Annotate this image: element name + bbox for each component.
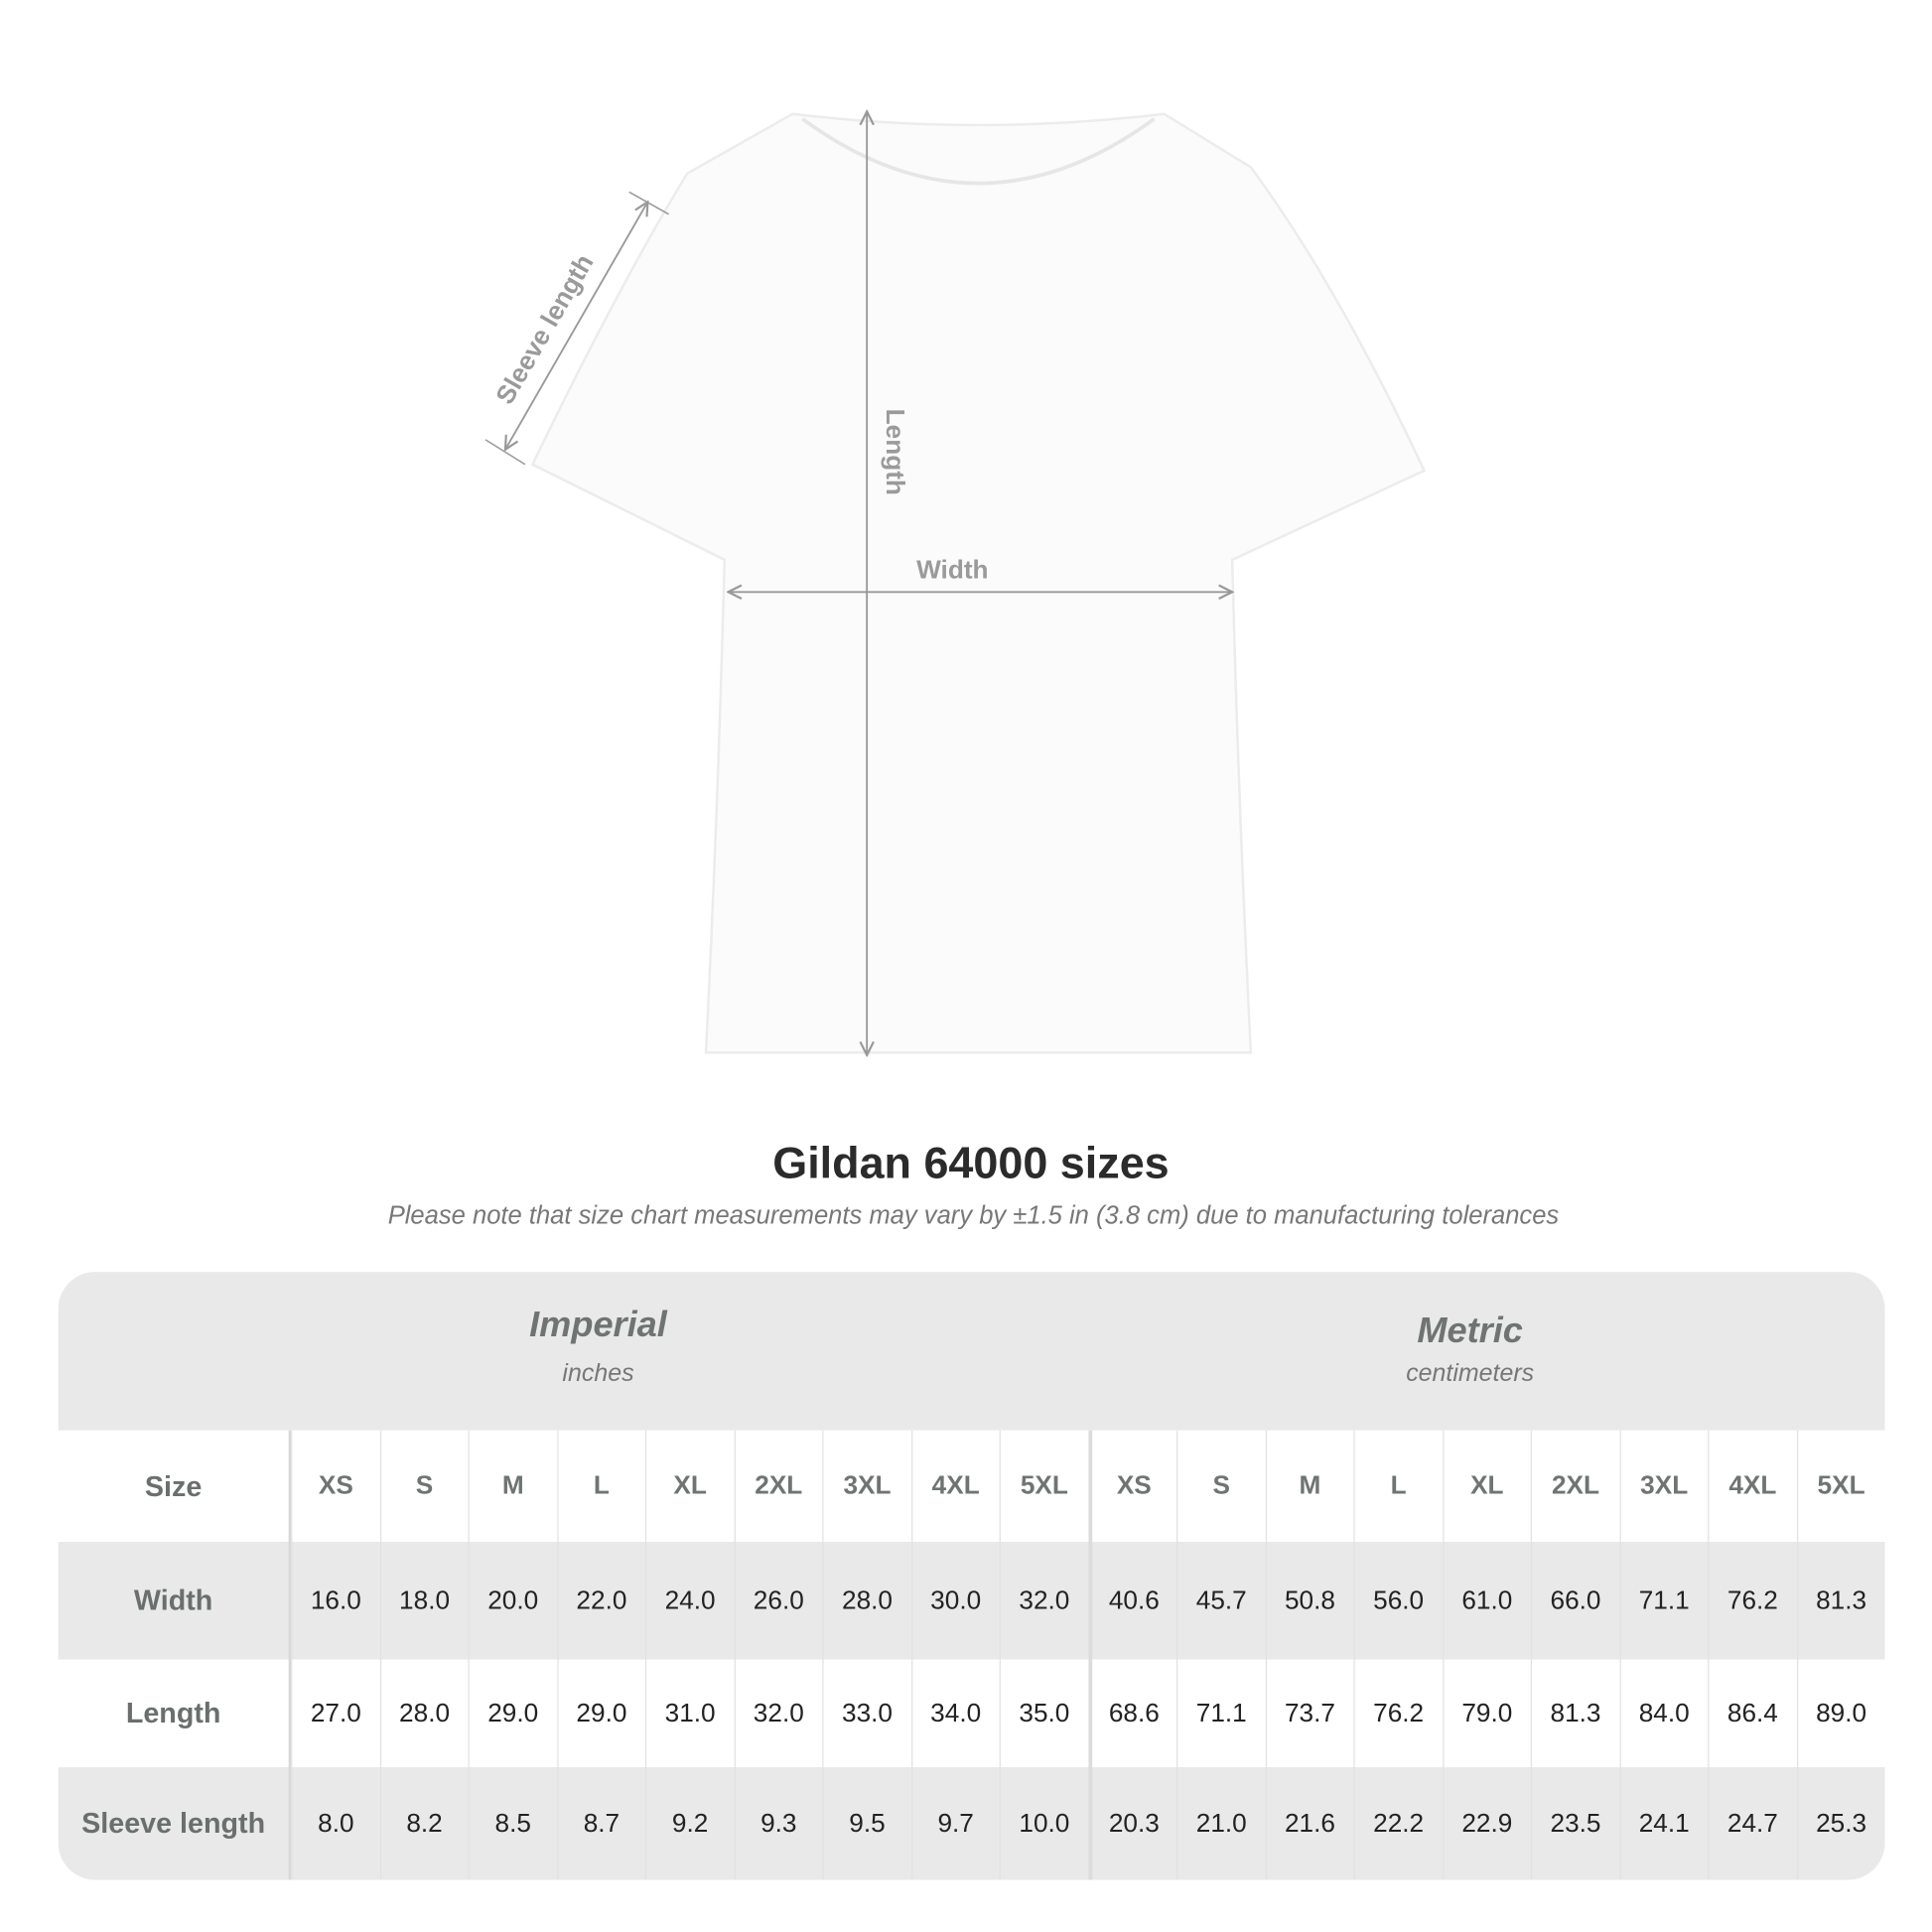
- size-cell: L: [556, 1430, 645, 1543]
- size-cell: XL: [1442, 1430, 1531, 1543]
- value-cell: 21.0: [1176, 1767, 1265, 1880]
- width-label: Width: [916, 555, 988, 585]
- value-cell: 20.3: [1087, 1767, 1176, 1880]
- value-cell: 24.0: [644, 1542, 734, 1660]
- value-cell: 81.3: [1530, 1659, 1619, 1768]
- value-cell: 68.6: [1087, 1659, 1176, 1768]
- value-cell: 81.3: [1796, 1542, 1884, 1660]
- size-cell: 4XL: [910, 1430, 999, 1543]
- unit-header: Imperial inches Metric centimeters: [58, 1272, 1885, 1431]
- sleeve-arrow: [505, 202, 647, 449]
- value-cell: 84.0: [1618, 1659, 1708, 1768]
- size-cell: S: [379, 1430, 468, 1543]
- row-label: Length: [59, 1659, 292, 1768]
- length-label: Length: [881, 409, 910, 495]
- value-cell: 40.6: [1087, 1542, 1176, 1660]
- size-cell: 2XL: [1530, 1430, 1619, 1543]
- row-label: Width: [59, 1542, 292, 1660]
- size-table: Imperial inches Metric centimeters Size …: [58, 1272, 1885, 1880]
- size-cell: 4XL: [1708, 1430, 1796, 1543]
- value-cell: 32.0: [999, 1542, 1088, 1660]
- value-cell: 50.8: [1265, 1542, 1353, 1660]
- value-cell: 25.3: [1796, 1767, 1884, 1880]
- size-cell: 3XL: [1618, 1430, 1708, 1543]
- value-cell: 23.5: [1530, 1767, 1619, 1880]
- row-label: Sleeve length: [59, 1767, 292, 1880]
- value-cell: 9.2: [644, 1767, 734, 1880]
- value-cell: 8.5: [468, 1767, 557, 1880]
- size-cell: XS: [291, 1430, 379, 1543]
- value-cell: 29.0: [468, 1659, 557, 1768]
- value-cell: 26.0: [734, 1542, 822, 1660]
- value-cell: 79.0: [1442, 1659, 1531, 1768]
- size-cell: XS: [1087, 1430, 1176, 1543]
- value-cell: 30.0: [910, 1542, 999, 1660]
- page-title: Gildan 64000 sizes: [772, 1137, 1170, 1188]
- value-cell: 22.0: [556, 1542, 645, 1660]
- metric-title: Metric: [1417, 1311, 1523, 1351]
- tshirt-diagram: Length Width Sleeve length: [484, 0, 1427, 1115]
- size-cell: L: [1353, 1430, 1442, 1543]
- value-cell: 73.7: [1265, 1659, 1353, 1768]
- value-cell: 16.0: [291, 1542, 379, 1660]
- value-cell: 24.1: [1618, 1767, 1708, 1880]
- size-cell: 5XL: [999, 1430, 1088, 1543]
- value-cell: 22.9: [1442, 1767, 1531, 1880]
- value-cell: 8.7: [556, 1767, 645, 1880]
- value-cell: 32.0: [734, 1659, 822, 1768]
- value-cell: 24.7: [1708, 1767, 1796, 1880]
- value-cell: 21.6: [1265, 1767, 1353, 1880]
- value-cell: 33.0: [822, 1659, 910, 1768]
- value-cell: 20.0: [468, 1542, 557, 1660]
- size-cell: 3XL: [822, 1430, 910, 1543]
- size-cell: 5XL: [1796, 1430, 1884, 1543]
- value-cell: 89.0: [1796, 1659, 1884, 1768]
- value-cell: 8.0: [291, 1767, 379, 1880]
- table-row: Width 16.0 18.0 20.0 22.0 24.0 26.0 28.0 30.0 32…: [58, 1542, 1885, 1660]
- value-cell: 76.2: [1708, 1542, 1796, 1660]
- value-cell: 9.7: [910, 1767, 999, 1880]
- size-cell: 2XL: [734, 1430, 822, 1543]
- value-cell: 8.2: [379, 1767, 468, 1880]
- value-cell: 34.0: [910, 1659, 999, 1768]
- value-cell: 71.1: [1618, 1542, 1708, 1660]
- size-cell: S: [1176, 1430, 1265, 1543]
- value-cell: 27.0: [291, 1659, 379, 1768]
- value-cell: 10.0: [999, 1767, 1088, 1880]
- value-cell: 29.0: [556, 1659, 645, 1768]
- size-cell: M: [468, 1430, 557, 1543]
- value-cell: 9.3: [734, 1767, 822, 1880]
- value-cell: 35.0: [999, 1659, 1088, 1768]
- value-cell: 61.0: [1442, 1542, 1531, 1660]
- size-cell: M: [1265, 1430, 1353, 1543]
- value-cell: 86.4: [1708, 1659, 1796, 1768]
- value-cell: 9.5: [822, 1767, 910, 1880]
- imperial-unit: inches: [562, 1359, 634, 1388]
- value-cell: 18.0: [379, 1542, 468, 1660]
- size-cell: XL: [644, 1430, 734, 1543]
- imperial-title: Imperial: [529, 1305, 667, 1345]
- size-header-row: Size XS S M L XL 2XL 3XL 4XL 5XL XS S M L XL 2XL 3XL 4XL…: [58, 1430, 1885, 1543]
- table-row: Sleeve length 8.0 8.2 8.5 8.7 9.2 9.3 9.5 9.7 10…: [58, 1767, 1885, 1880]
- value-cell: 66.0: [1530, 1542, 1619, 1660]
- metric-unit: centimeters: [1406, 1359, 1535, 1388]
- value-cell: 45.7: [1176, 1542, 1265, 1660]
- value-cell: 28.0: [379, 1659, 468, 1768]
- table-row: Length 27.0 28.0 29.0 29.0 31.0 32.0 33.0 34.0 3…: [58, 1659, 1885, 1768]
- size-label: Size: [59, 1430, 292, 1543]
- value-cell: 56.0: [1353, 1542, 1442, 1660]
- value-cell: 31.0: [644, 1659, 734, 1768]
- value-cell: 76.2: [1353, 1659, 1442, 1768]
- value-cell: 22.2: [1353, 1767, 1442, 1880]
- tolerance-note: Please note that size chart measurements…: [387, 1200, 1560, 1230]
- value-cell: 28.0: [822, 1542, 910, 1660]
- value-cell: 71.1: [1176, 1659, 1265, 1768]
